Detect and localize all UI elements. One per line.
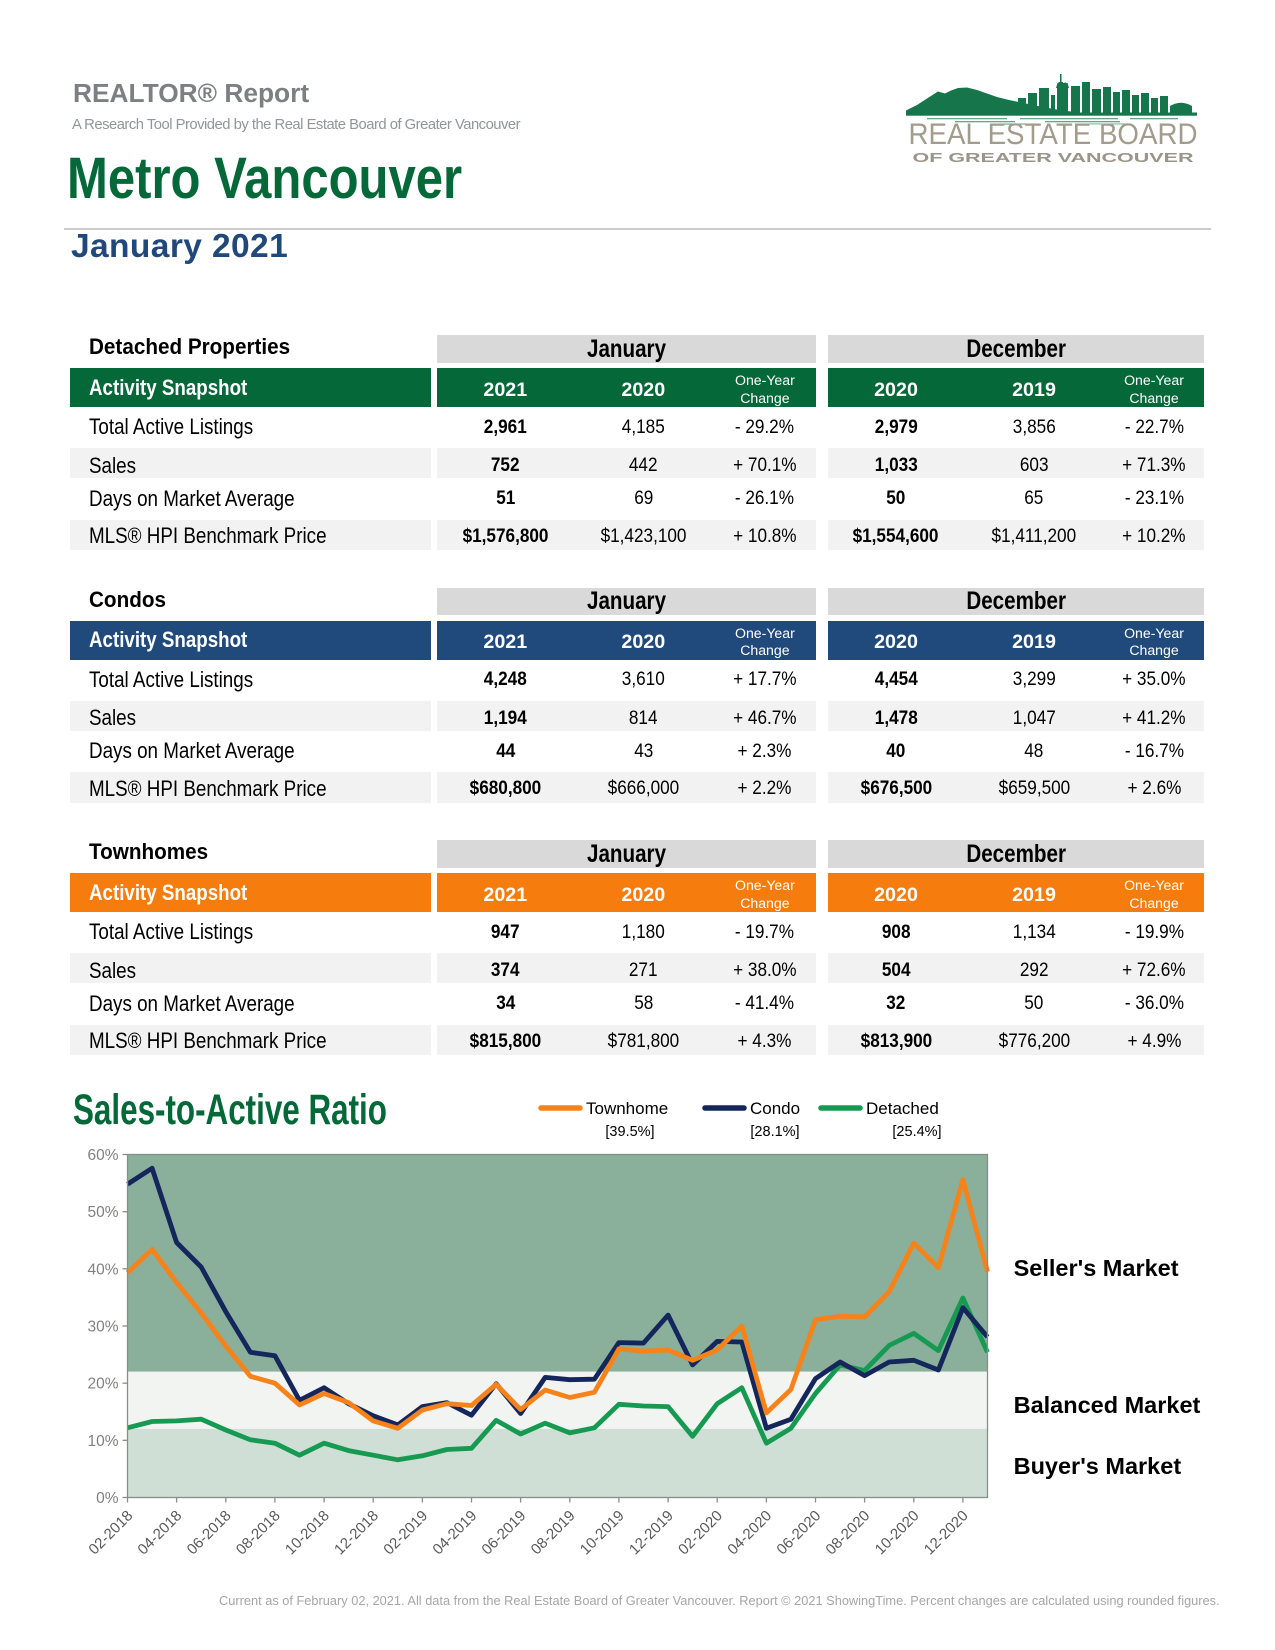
svg-text:02-2020: 02-2020 — [675, 1507, 726, 1558]
svg-text:06-2018: 06-2018 — [184, 1507, 235, 1558]
svg-text:02-2018: 02-2018 — [85, 1507, 136, 1558]
svg-text:[28.1%]: [28.1%] — [750, 1124, 799, 1140]
svg-text:40%: 40% — [87, 1261, 118, 1278]
svg-text:20%: 20% — [87, 1376, 118, 1393]
svg-text:08-2018: 08-2018 — [233, 1507, 284, 1558]
svg-text:12-2018: 12-2018 — [331, 1507, 382, 1558]
svg-text:12-2020: 12-2020 — [921, 1507, 972, 1558]
svg-text:REAL ESTATE BOARD: REAL ESTATE BOARD — [909, 118, 1198, 151]
svg-text:06-2019: 06-2019 — [478, 1507, 529, 1558]
svg-text:10-2018: 10-2018 — [282, 1507, 333, 1558]
svg-text:[39.5%]: [39.5%] — [605, 1124, 654, 1140]
svg-text:Condo: Condo — [750, 1099, 800, 1118]
svg-text:60%: 60% — [87, 1147, 118, 1164]
svg-text:04-2018: 04-2018 — [134, 1507, 185, 1558]
svg-text:[25.4%]: [25.4%] — [892, 1124, 941, 1140]
svg-text:06-2020: 06-2020 — [773, 1507, 824, 1558]
svg-text:04-2020: 04-2020 — [724, 1507, 775, 1558]
svg-text:Townhome: Townhome — [586, 1099, 668, 1118]
svg-text:30%: 30% — [87, 1319, 118, 1336]
svg-text:08-2020: 08-2020 — [822, 1507, 873, 1558]
svg-text:OF GREATER VANCOUVER: OF GREATER VANCOUVER — [913, 150, 1195, 165]
svg-text:02-2019: 02-2019 — [380, 1507, 431, 1558]
svg-text:50%: 50% — [87, 1204, 118, 1221]
svg-text:04-2019: 04-2019 — [429, 1507, 480, 1558]
svg-text:12-2019: 12-2019 — [626, 1507, 677, 1558]
svg-text:0%: 0% — [96, 1490, 119, 1507]
svg-text:08-2019: 08-2019 — [528, 1507, 579, 1558]
svg-text:Detached: Detached — [866, 1099, 939, 1118]
svg-text:10%: 10% — [87, 1433, 118, 1450]
svg-text:10-2020: 10-2020 — [872, 1507, 923, 1558]
svg-text:10-2019: 10-2019 — [577, 1507, 628, 1558]
